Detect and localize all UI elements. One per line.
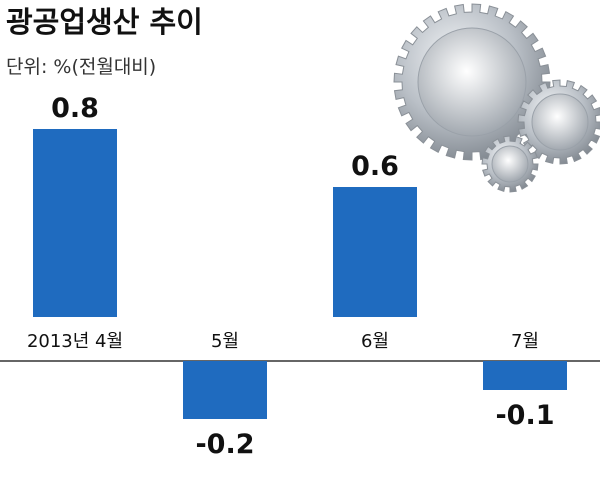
- value-label: 0.8: [51, 93, 99, 124]
- value-label: -0.1: [495, 400, 554, 431]
- bars-group: [33, 129, 567, 419]
- category-label: 7월: [511, 331, 539, 352]
- value-label: -0.2: [195, 429, 254, 460]
- bar-0: [33, 129, 117, 317]
- value-labels: 0.8 -0.2 0.6 -0.1: [51, 93, 554, 460]
- category-label: 2013년 4월: [27, 331, 123, 352]
- small-gear-icon: [481, 135, 539, 193]
- medium-gear-icon: [517, 79, 600, 165]
- bar-1: [183, 361, 267, 419]
- gears-icon: [393, 3, 600, 193]
- unit-label: 단위: %(전월대비): [6, 56, 156, 78]
- category-label: 5월: [211, 331, 239, 352]
- value-label: 0.6: [351, 151, 399, 182]
- category-labels: 2013년 4월 5월 6월 7월: [27, 331, 539, 352]
- bar-3: [483, 361, 567, 390]
- large-gear-icon: [393, 3, 551, 161]
- bar-2: [333, 187, 417, 317]
- category-label: 6월: [361, 331, 389, 352]
- chart-title: 광공업생산 추이: [6, 5, 203, 39]
